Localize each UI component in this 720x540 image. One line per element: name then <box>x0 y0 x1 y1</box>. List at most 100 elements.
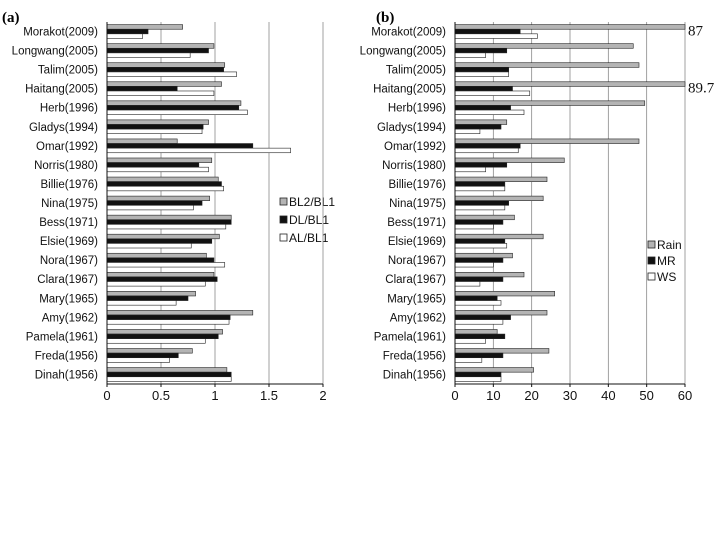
legend-a-swatch-dl-bl1 <box>279 215 288 224</box>
bar-b-mr-talim-2005 <box>454 67 509 73</box>
legend-b-swatch-ws <box>647 272 656 281</box>
bar-a-al-bl1-freda-1956 <box>106 357 170 363</box>
bar-b-rain-clara-1967 <box>454 272 525 278</box>
bar-b-mr-clara-1967 <box>454 276 504 282</box>
x-tick-label-a-1-5: 1.5 <box>260 388 278 403</box>
bar-b-mr-haitang-2005 <box>454 86 513 92</box>
bar-a-bl2-bl1-morakot-2009 <box>106 24 183 30</box>
annotation-b-haitang-2005: 89.7 <box>688 81 715 97</box>
category-label-a-gladys-1994: Gladys(1994) <box>29 122 98 134</box>
bar-b-rain-nina-1975 <box>454 195 544 202</box>
bar-b-rain-norris-1980 <box>454 157 565 163</box>
legend-a-label-al-bl1: AL/BL1 <box>289 231 329 245</box>
bar-a-bl2-bl1-talim-2005 <box>106 62 226 68</box>
category-label-a-dinah-1956: Dinah(1956) <box>35 369 98 381</box>
bar-a-al-bl1-amy-1962 <box>106 319 230 325</box>
x-tick-label-b-10: 10 <box>486 388 500 403</box>
x-tick-label-b-20: 20 <box>524 388 538 403</box>
bar-a-dl-bl1-morakot-2009 <box>106 28 149 35</box>
bar-b-mr-elsie-1969 <box>454 238 506 244</box>
bar-b-rain-elsie-1969 <box>454 233 544 240</box>
bar-a-dl-bl1-amy-1962 <box>106 314 231 320</box>
category-label-a-longwang-2005: Longwang(2005) <box>12 46 98 58</box>
bar-a-dl-bl1-norris-1980 <box>106 162 200 168</box>
bar-a-al-bl1-dinah-1956 <box>106 376 232 382</box>
category-label-b-omar-1992: Omar(1992) <box>384 141 446 153</box>
bar-b-ws-gladys-1994 <box>454 128 481 134</box>
category-label-b-norris-1980: Norris(1980) <box>382 160 446 172</box>
bar-b-rain-longwang-2005 <box>454 43 634 49</box>
bar-a-al-bl1-herb-1996 <box>106 109 248 115</box>
x-tick-label-b-0: 0 <box>451 388 458 403</box>
bar-b-ws-pamela-1961 <box>454 338 486 344</box>
bar-a-bl2-bl1-gladys-1994 <box>106 119 209 125</box>
category-label-b-dinah-1956: Dinah(1956) <box>383 369 446 381</box>
category-label-a-norris-1980: Norris(1980) <box>34 160 98 172</box>
bar-b-ws-talim-2005 <box>454 71 509 77</box>
bar-b-ws-longwang-2005 <box>454 52 486 58</box>
x-tick-label-b-60: 60 <box>678 388 692 403</box>
bar-a-bl2-bl1-billie-1976 <box>106 176 219 182</box>
bar-b-rain-nora-1967 <box>454 252 513 259</box>
bar-b-rain-amy-1962 <box>454 310 548 316</box>
bar-a-dl-bl1-clara-1967 <box>106 276 218 282</box>
bar-a-al-bl1-nina-1975 <box>106 205 194 211</box>
category-label-b-freda-1956: Freda(1956) <box>383 350 446 362</box>
bar-a-bl2-bl1-elsie-1969 <box>106 233 220 240</box>
bar-b-mr-mary-1965 <box>454 295 498 301</box>
bar-a-al-bl1-elsie-1969 <box>106 243 192 249</box>
bar-b-ws-bess-1971 <box>454 224 494 230</box>
bar-b-mr-herb-1996 <box>454 105 511 111</box>
category-label-b-herb-1996: Herb(1996) <box>388 103 446 115</box>
bar-a-dl-bl1-pamela-1961 <box>106 333 219 339</box>
category-label-b-gladys-1994: Gladys(1994) <box>377 122 446 134</box>
bar-a-bl2-bl1-dinah-1956 <box>106 367 228 373</box>
panel-b: (b) Rain MR WS Morakot(2009) Longwang(200… <box>360 10 715 403</box>
bar-b-mr-bess-1971 <box>454 219 504 225</box>
category-label-b-amy-1962: Amy(1962) <box>390 312 446 324</box>
x-tick-label-a-0: 0 <box>103 388 110 403</box>
bar-a-al-bl1-norris-1980 <box>106 166 209 173</box>
bar-b-mr-morakot-2009 <box>454 28 521 35</box>
legend-b-label-ws: WS <box>657 270 676 284</box>
bar-b-ws-morakot-2009 <box>454 33 538 39</box>
category-label-b-nina-1975: Nina(1975) <box>389 198 446 210</box>
category-label-b-haitang-2005: Haitang(2005) <box>373 84 446 96</box>
panel-b-legend: Rain MR WS <box>647 238 682 284</box>
legend-a-swatch-bl2-bl1 <box>279 197 288 206</box>
x-tick-label-b-30: 30 <box>563 388 577 403</box>
bar-a-dl-bl1-nora-1967 <box>106 257 215 263</box>
bar-a-al-bl1-bess-1971 <box>106 224 227 230</box>
bar-a-bl2-bl1-nina-1975 <box>106 195 210 202</box>
bar-a-bl2-bl1-freda-1956 <box>106 348 193 354</box>
category-label-a-clara-1967: Clara(1967) <box>37 274 98 286</box>
bar-a-dl-bl1-gladys-1994 <box>106 124 204 130</box>
x-tick-label-a-1: 1 <box>211 388 218 403</box>
category-label-b-elsie-1969: Elsie(1969) <box>388 236 446 248</box>
bar-a-dl-bl1-freda-1956 <box>106 352 179 359</box>
bar-b-rain-freda-1956 <box>454 348 550 354</box>
bar-b-rain-bess-1971 <box>454 214 515 221</box>
bar-b-rain-omar-1992 <box>454 138 640 144</box>
category-label-b-morakot-2009: Morakot(2009) <box>371 27 446 39</box>
category-label-b-talim-2005: Talim(2005) <box>386 65 446 77</box>
category-label-a-elsie-1969: Elsie(1969) <box>40 236 98 248</box>
bar-a-al-bl1-omar-1992 <box>106 147 291 154</box>
bar-b-ws-haitang-2005 <box>454 90 531 96</box>
bar-a-bl2-bl1-pamela-1961 <box>106 329 223 335</box>
bar-a-dl-bl1-nina-1975 <box>106 200 203 206</box>
panel-a-label: (a) <box>2 10 20 26</box>
bar-a-bl2-bl1-haitang-2005 <box>106 81 222 87</box>
bar-b-ws-omar-1992 <box>454 147 519 154</box>
category-label-a-freda-1956: Freda(1956) <box>35 350 98 362</box>
bar-b-ws-freda-1956 <box>454 357 483 363</box>
bar-a-al-bl1-nora-1967 <box>106 262 226 268</box>
bar-a-al-bl1-longwang-2005 <box>106 52 191 58</box>
bar-a-al-bl1-morakot-2009 <box>106 33 143 39</box>
bar-b-rain-dinah-1956 <box>454 367 534 373</box>
legend-b-label-rain: Rain <box>657 238 682 252</box>
category-label-b-bess-1971: Bess(1971) <box>387 217 446 229</box>
category-label-a-billie-1976: Billie(1976) <box>40 179 98 191</box>
bar-b-mr-nina-1975 <box>454 200 509 206</box>
bar-a-al-bl1-haitang-2005 <box>106 90 215 96</box>
